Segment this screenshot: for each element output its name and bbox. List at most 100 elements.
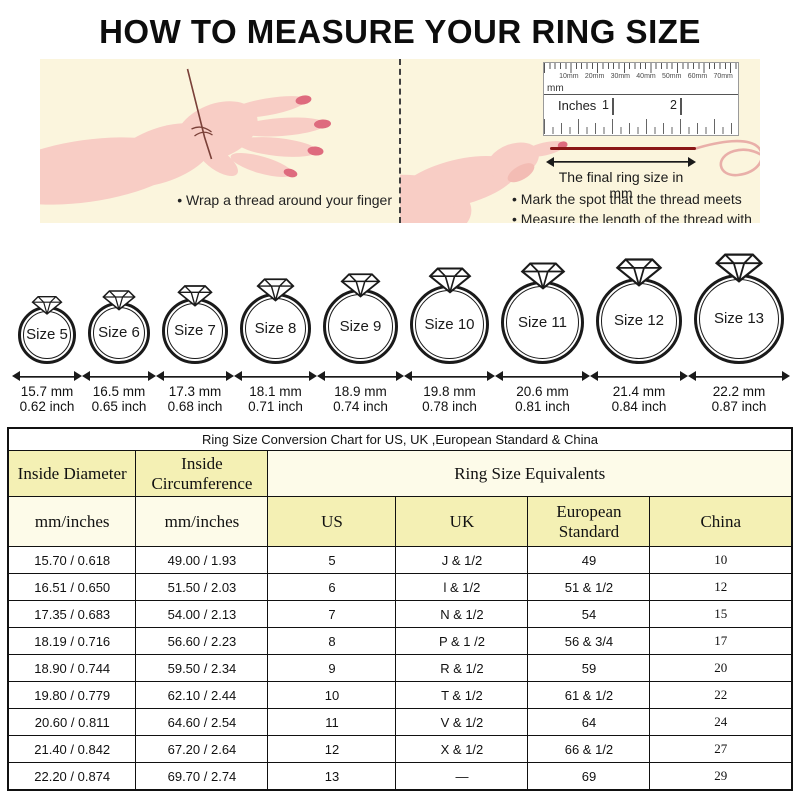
ruler-inch-1: 1 bbox=[602, 98, 609, 112]
diamond-icon bbox=[102, 290, 136, 311]
ring-diameter-mm: 22.2 mm bbox=[712, 383, 766, 399]
inch-tick bbox=[680, 98, 682, 115]
cell-circumference: 59.50 / 2.34 bbox=[135, 654, 269, 682]
cell-circumference: 69.70 / 2.74 bbox=[135, 762, 269, 791]
thread-loop-icon bbox=[693, 139, 760, 177]
cell-uk: X & 1/2 bbox=[395, 735, 529, 763]
cell-eu: 64 bbox=[527, 708, 651, 736]
cell-china: 29 bbox=[649, 762, 793, 791]
measure-arrow-icon bbox=[82, 370, 156, 382]
cell-circumference: 49.00 / 1.93 bbox=[135, 546, 269, 574]
cell-eu: 51 & 1/2 bbox=[527, 573, 651, 601]
ring-size-figure-7: Size 7 17.3 mm 0.68 inch bbox=[156, 284, 234, 415]
cell-diameter: 16.51 / 0.650 bbox=[7, 573, 137, 601]
measure-arrow-icon bbox=[495, 370, 590, 382]
ring-diameter-inch: 0.87 inch bbox=[711, 399, 767, 415]
cell-us: 12 bbox=[267, 735, 397, 763]
hand-with-thread-illustration bbox=[40, 68, 331, 205]
header-uk: UK bbox=[395, 496, 529, 547]
fingertip-nail bbox=[557, 141, 568, 149]
final-size-caption: The final ring size in mm bbox=[558, 169, 684, 201]
cell-uk: l & 1/2 bbox=[395, 573, 529, 601]
cell-circumference: 54.00 / 2.13 bbox=[135, 600, 269, 628]
cell-uk: J & 1/2 bbox=[395, 546, 529, 574]
instruction-measure-length: • Measure the length of the thread with … bbox=[512, 210, 760, 223]
measure-arrow-icon bbox=[12, 370, 82, 382]
cell-china: 20 bbox=[649, 654, 793, 682]
ring-band: Size 8 bbox=[240, 292, 311, 364]
ring-diameter-mm: 20.6 mm bbox=[516, 383, 569, 399]
header-units-circumference: mm/inches bbox=[135, 496, 269, 547]
ring-diameter-mm: 15.7 mm bbox=[20, 383, 74, 399]
cell-circumference: 56.60 / 2.23 bbox=[135, 627, 269, 655]
measure-arrow-icon bbox=[404, 370, 495, 382]
ring-size-label: Size 11 bbox=[518, 313, 567, 331]
diamond-icon bbox=[714, 253, 764, 283]
ring-size-label: Size 7 bbox=[174, 322, 216, 340]
mark-spot-text: Mark the spot that the thread meets bbox=[520, 191, 742, 207]
cell-diameter: 17.35 / 0.683 bbox=[7, 600, 137, 628]
ring-size-label: Size 10 bbox=[424, 315, 475, 333]
measure-arrow-icon bbox=[688, 370, 790, 382]
ring-diameter-mm: 21.4 mm bbox=[612, 383, 666, 399]
ruler-mm-ticks bbox=[544, 63, 738, 73]
ruler-inches-label: Inches bbox=[558, 98, 597, 113]
cell-eu: 69 bbox=[527, 762, 651, 791]
ring-size-figure-12: Size 12 21.4 mm 0.84 inch bbox=[590, 257, 688, 415]
ruler-mm-labels: 10mm 20mm 30mm 40mm 50mm 60mm 70mm bbox=[544, 73, 738, 82]
mm-label: 20mm bbox=[584, 73, 605, 80]
ring-size-figure-9: Size 9 18.9 mm 0.74 inch bbox=[317, 272, 404, 415]
cell-circumference: 62.10 / 2.44 bbox=[135, 681, 269, 709]
ring-size-figure-5: Size 5 15.7 mm 0.62 inch bbox=[12, 295, 82, 415]
inch-tick bbox=[612, 98, 614, 115]
header-european-standard: European Standard bbox=[527, 496, 651, 547]
ring-size-figure-10: Size 10 19.8 mm 0.78 inch bbox=[404, 266, 495, 415]
ring-band: Size 13 bbox=[694, 273, 784, 364]
cell-uk: P & 1 /2 bbox=[395, 627, 529, 655]
table-row: 21.40 / 0.842 67.20 / 2.64 12 X & 1/2 66… bbox=[7, 735, 793, 763]
cell-eu: 56 & 3/4 bbox=[527, 627, 651, 655]
measure-arrow-icon bbox=[156, 370, 234, 382]
instruction-mark-spot: • Mark the spot that the thread meets bbox=[512, 191, 742, 207]
cell-us: 10 bbox=[267, 681, 397, 709]
page-title: HOW TO MEASURE YOUR RING SIZE bbox=[99, 13, 701, 50]
ring-size-label: Size 9 bbox=[339, 317, 382, 335]
final-size-arrow-icon bbox=[546, 156, 696, 167]
ring-band: Size 11 bbox=[501, 280, 584, 364]
cell-uk: — bbox=[395, 762, 529, 791]
ruler-mm-unit: mm bbox=[544, 82, 738, 95]
diamond-icon bbox=[615, 258, 663, 287]
cell-china: 15 bbox=[649, 600, 793, 628]
ring-size-label: Size 5 bbox=[26, 326, 68, 344]
table-row: 18.19 / 0.716 56.60 / 2.23 8 P & 1 /2 56… bbox=[7, 627, 793, 655]
cell-china: 10 bbox=[649, 546, 793, 574]
cell-circumference: 67.20 / 2.64 bbox=[135, 735, 269, 763]
instruction-panels: • Wrap a thread around your finger 10mm … bbox=[40, 59, 760, 223]
ring-diameter-mm: 18.9 mm bbox=[334, 383, 387, 399]
ring-diameter-inch: 0.84 inch bbox=[611, 399, 667, 415]
measure-instructions: • Mark the spot that the thread meets • … bbox=[512, 190, 760, 223]
table-row: 20.60 / 0.811 64.60 / 2.54 11 V & 1/2 64… bbox=[7, 708, 793, 736]
cell-diameter: 22.20 / 0.874 bbox=[7, 762, 137, 791]
cell-us: 11 bbox=[267, 708, 397, 736]
measure-arrow-icon bbox=[317, 370, 404, 382]
ring-diameter-inch: 0.78 inch bbox=[422, 399, 477, 415]
ring-diameter-mm: 17.3 mm bbox=[168, 383, 222, 399]
cell-diameter: 18.90 / 0.744 bbox=[7, 654, 137, 682]
mm-label: 70mm bbox=[713, 73, 733, 80]
cell-uk: R & 1/2 bbox=[395, 654, 529, 682]
mm-label: 60mm bbox=[687, 73, 708, 80]
cell-diameter: 18.19 / 0.716 bbox=[7, 627, 137, 655]
header-inside-diameter: Inside Diameter bbox=[7, 450, 137, 497]
ruler-inch-ticks bbox=[544, 117, 738, 134]
cell-eu: 54 bbox=[527, 600, 651, 628]
instruction-wrap-thread: • Wrap a thread around your finger bbox=[177, 192, 392, 209]
ring-size-label: Size 12 bbox=[613, 312, 665, 330]
mm-label: 30mm bbox=[610, 73, 631, 80]
ring-size-figure-8: Size 8 18.1 mm 0.71 inch bbox=[234, 277, 317, 415]
cell-us: 6 bbox=[267, 573, 397, 601]
cell-eu: 66 & 1/2 bbox=[527, 735, 651, 763]
table-row: 17.35 / 0.683 54.00 / 2.13 7 N & 1/2 54 … bbox=[7, 600, 793, 628]
ring-band: Size 7 bbox=[162, 297, 228, 364]
